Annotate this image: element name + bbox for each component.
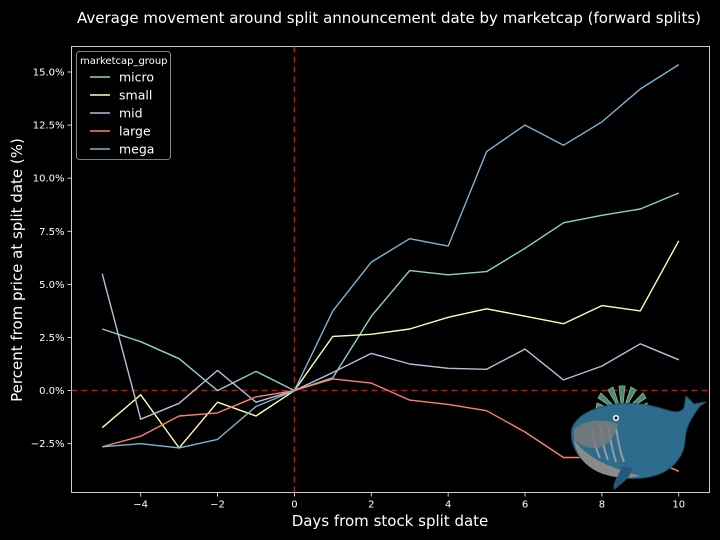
legend: marketcap_group micro small mid large mega — [76, 51, 171, 160]
reference-lines — [71, 46, 710, 493]
chart-title: Average movement around split announceme… — [77, 9, 701, 27]
y-tick-label: 15.0% — [33, 67, 65, 78]
legend-box — [76, 51, 171, 160]
x-tick-label: 2 — [368, 500, 374, 511]
y-tick-label: 7.5% — [39, 227, 64, 238]
x-tick-label: 6 — [522, 500, 528, 511]
x-axis-label: Days from stock split date — [292, 512, 489, 530]
y-axis-label: Percent from price at split date (%) — [8, 138, 26, 402]
y-tick-label: 12.5% — [33, 121, 65, 132]
legend-label-mega: mega — [119, 142, 154, 157]
legend-label-small: small — [119, 88, 152, 103]
x-tick-label: 10 — [672, 500, 685, 511]
series-line-mega — [102, 64, 680, 449]
x-tick-label: 8 — [599, 500, 605, 511]
legend-title: marketcap_group — [80, 56, 168, 67]
y-tick-label: 0.0% — [39, 386, 64, 397]
y-tick-label: 2.5% — [39, 333, 64, 344]
series-line-micro — [101, 192, 680, 392]
legend-label-micro: micro — [119, 70, 154, 85]
y-tick-label: 10.0% — [33, 174, 65, 185]
series-lines — [101, 64, 680, 472]
x-tick-label: 0 — [291, 500, 297, 511]
whale-icon — [571, 385, 707, 490]
series-line-mid — [101, 273, 680, 420]
x-tick-label: −2 — [210, 500, 225, 511]
legend-label-mid: mid — [119, 106, 143, 121]
legend-label-large: large — [119, 124, 151, 139]
x-tick-label: 4 — [445, 500, 451, 511]
y-tick-label: −2.5% — [31, 439, 65, 450]
y-tick-label: 5.0% — [39, 280, 64, 291]
axis-ticks: −4 −2 0 2 4 6 8 10 −2.5% 0.0% 2.5% 5.0% 7.5% 10.0% 12.… — [31, 67, 685, 510]
series-line-small — [101, 240, 680, 449]
legend-items: micro small mid large mega — [90, 70, 154, 157]
x-tick-label: −4 — [133, 500, 148, 511]
